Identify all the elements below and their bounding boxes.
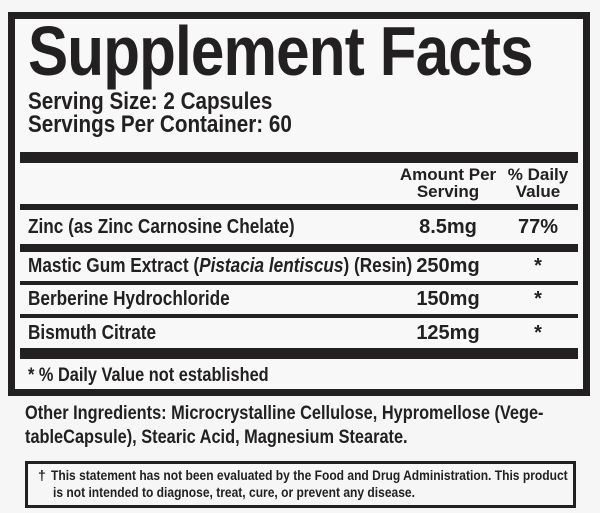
dagger-symbol: † xyxy=(38,467,46,483)
ingredient-daily-value: * xyxy=(534,288,542,310)
other-ingredients-line1: Other Ingredients: Microcrystalline Cell… xyxy=(25,403,544,424)
ingredient-amount: 150mg xyxy=(416,288,480,310)
table-header-row: Amount Per Serving % Daily Value xyxy=(20,163,578,204)
ingredient-name: Berberine Hydrochloride xyxy=(28,288,230,310)
ingredient-name: Bismuth Citrate xyxy=(28,322,157,344)
other-ingredients-line2: tableCapsule), Stearic Acid, Magnesium S… xyxy=(25,427,408,448)
ingredient-name: Zinc (as Zinc Carnosine Chelate) xyxy=(28,216,295,238)
table-row-zinc: Zinc (as Zinc Carnosine Chelate) 8.5mg 7… xyxy=(20,210,578,244)
column-header-amount: Amount Per Serving xyxy=(399,165,497,201)
species-name-italic: Pistacia lentiscus xyxy=(199,255,344,277)
other-ingredients: Other Ingredients: Microcrystalline Cell… xyxy=(25,402,585,450)
ingredient-daily-value: 77% xyxy=(517,216,559,238)
panel-title: Supplement Facts xyxy=(28,12,578,90)
facts-panel: Supplement Facts Serving Size: 2 Capsule… xyxy=(8,12,590,396)
ingredient-amount: 125mg xyxy=(416,322,480,344)
ingredient-amount: 250mg xyxy=(416,255,480,277)
divider-heavy-bottom xyxy=(20,348,578,359)
table-row-berberine: Berberine Hydrochloride 150mg * xyxy=(20,285,578,314)
serving-size-line: Serving Size: 2 Capsules xyxy=(28,88,273,115)
disclaimer-line2: is not intended to diagnose, treat, cure… xyxy=(53,484,415,500)
fda-disclaimer-box: † This statement has not been evaluated … xyxy=(25,461,576,508)
divider-thin xyxy=(20,314,578,318)
table-row-mastic-gum: Mastic Gum Extract (Pistacia lentiscus) … xyxy=(20,252,578,281)
daily-value-footnote: * % Daily Value not established xyxy=(28,365,269,386)
divider-heavy-top xyxy=(20,152,578,163)
ingredient-name: Mastic Gum Extract (Pistacia lentiscus) … xyxy=(28,255,413,277)
table-row-bismuth: Bismuth Citrate 125mg * xyxy=(20,318,578,348)
divider-header xyxy=(20,204,578,210)
panel-title-text: Supplement Facts xyxy=(28,12,534,90)
servings-per-container-line: Servings Per Container: 60 xyxy=(28,111,292,138)
divider-medium xyxy=(20,244,578,252)
serving-info: Serving Size: 2 Capsules Servings Per Co… xyxy=(28,88,578,138)
ingredient-daily-value: * xyxy=(534,255,542,277)
ingredient-daily-value: * xyxy=(534,322,542,344)
divider-thin xyxy=(20,281,578,285)
ingredient-amount: 8.5mg xyxy=(419,216,477,238)
disclaimer-line1: † This statement has not been evaluated … xyxy=(38,467,568,483)
column-header-daily-value: % Daily Value xyxy=(507,165,569,201)
